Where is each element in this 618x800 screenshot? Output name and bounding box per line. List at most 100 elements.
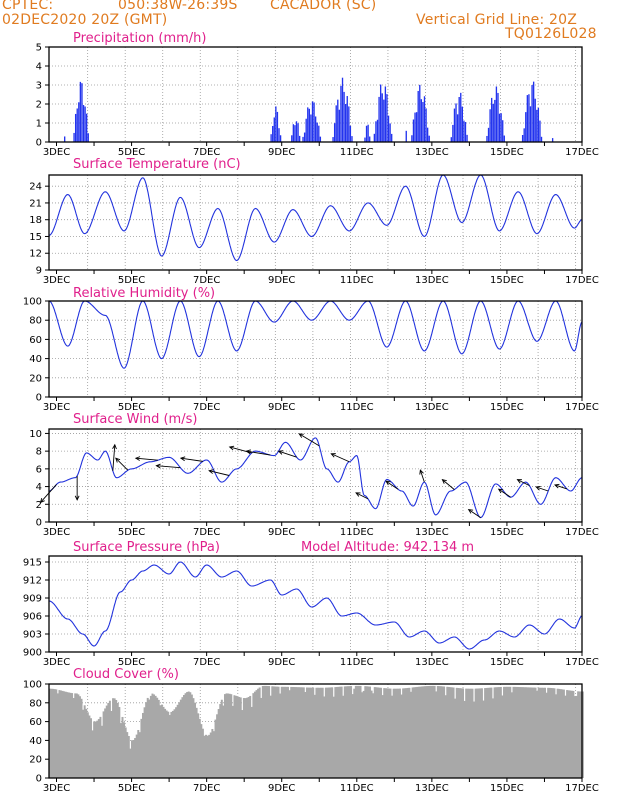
cloud-bar bbox=[343, 686, 346, 778]
cloud-bar bbox=[403, 688, 406, 778]
panel-frame-press bbox=[48, 555, 583, 653]
precip-bar bbox=[531, 85, 533, 142]
precip-bar bbox=[381, 93, 383, 142]
cloud-bar bbox=[86, 712, 89, 778]
precip-bar bbox=[486, 135, 488, 142]
wind-arrow bbox=[209, 470, 230, 476]
cloud-bar bbox=[283, 686, 286, 778]
cloud-bar bbox=[63, 691, 66, 778]
precip-bar bbox=[500, 113, 502, 142]
panel-frame-rh bbox=[48, 300, 583, 398]
cloud-bar bbox=[220, 699, 223, 778]
cloud-bar bbox=[553, 688, 556, 778]
precip-bar bbox=[349, 125, 352, 142]
precip-bar bbox=[412, 119, 415, 142]
panel-frame-temp bbox=[48, 174, 583, 271]
precip-bar bbox=[340, 85, 342, 142]
precip-bar bbox=[276, 111, 279, 142]
cloud-bar bbox=[334, 687, 337, 778]
cloud-bar bbox=[416, 686, 419, 778]
precip-bar bbox=[537, 107, 540, 142]
cloud-bar bbox=[299, 687, 302, 778]
cloud-bar bbox=[367, 686, 370, 778]
cloud-bar bbox=[222, 705, 225, 778]
cloud-bar bbox=[328, 687, 331, 778]
cloud-bar bbox=[454, 698, 457, 778]
wind-arrow-head bbox=[277, 450, 284, 455]
cloud-bar bbox=[78, 696, 81, 778]
cloud-bar bbox=[425, 686, 428, 778]
cloud-bar bbox=[369, 686, 372, 778]
cloud-bar bbox=[544, 687, 546, 778]
y-tick-label: 912 bbox=[23, 576, 42, 587]
y-tick-label: 15 bbox=[29, 232, 42, 243]
cloud-bar bbox=[209, 732, 212, 778]
cloud-bar bbox=[195, 707, 198, 778]
cloud-bar bbox=[458, 688, 461, 778]
precip-bar bbox=[292, 124, 295, 142]
cloud-bar bbox=[263, 685, 266, 778]
cloud-bar bbox=[506, 686, 509, 778]
cloud-bar bbox=[577, 691, 580, 778]
wind-arrow-head bbox=[179, 456, 186, 462]
cloud-bar bbox=[241, 710, 244, 778]
wind-arrow bbox=[135, 457, 158, 461]
cloud-bar bbox=[154, 695, 157, 778]
x-tick-label: 17DEC bbox=[565, 657, 599, 668]
cloud-bar bbox=[198, 718, 201, 778]
cloud-bar bbox=[301, 687, 304, 778]
cloud-bar bbox=[364, 686, 367, 778]
precip-bar bbox=[503, 135, 505, 142]
cloud-bar bbox=[124, 727, 127, 778]
x-tick-label: 5DEC bbox=[118, 275, 145, 286]
cloud-bar bbox=[435, 691, 438, 778]
x-tick-label: 9DEC bbox=[268, 783, 295, 794]
precip-bar bbox=[319, 136, 322, 142]
cloud-bar bbox=[302, 687, 305, 778]
cloud-bar bbox=[346, 686, 349, 778]
cloud-bar bbox=[501, 695, 504, 778]
cloud-bar bbox=[490, 687, 493, 778]
precip-bar bbox=[456, 114, 459, 142]
cloud-bar bbox=[402, 688, 405, 778]
cloud-bar bbox=[504, 686, 507, 778]
precip-bar bbox=[294, 125, 296, 142]
x-tick-label: 11DEC bbox=[340, 527, 374, 538]
cloud-bar bbox=[421, 686, 424, 778]
precip-bar bbox=[303, 132, 306, 142]
cloud-bar bbox=[484, 688, 487, 778]
precip-bar bbox=[540, 136, 543, 142]
wind-arrow bbox=[115, 457, 129, 471]
precip-bar bbox=[332, 137, 334, 142]
cloud-bar bbox=[503, 686, 506, 778]
cloud-bar bbox=[473, 701, 476, 778]
x-tick-label: 9DEC bbox=[268, 147, 295, 158]
cloud-bar bbox=[294, 687, 297, 778]
precip-bar bbox=[414, 112, 416, 142]
cloud-bar bbox=[357, 685, 360, 778]
y-tick-label: 100 bbox=[23, 297, 42, 308]
cloud-bar bbox=[567, 690, 570, 778]
header-run-id: TQ0126L028 bbox=[505, 26, 597, 42]
series-line-press bbox=[48, 561, 583, 650]
precip-bar bbox=[387, 115, 390, 142]
x-tick-label: 9DEC bbox=[268, 275, 295, 286]
cloud-bar bbox=[255, 690, 258, 778]
x-tick-label: 13DEC bbox=[415, 527, 449, 538]
cloud-bar bbox=[436, 686, 439, 778]
precip-bar bbox=[270, 134, 272, 142]
y-tick-label: 20 bbox=[29, 373, 42, 384]
cloud-bar bbox=[217, 709, 220, 778]
cloud-bar bbox=[340, 686, 343, 778]
wind-arrow-head bbox=[385, 480, 391, 486]
precip-bar bbox=[460, 92, 462, 142]
cloud-bar bbox=[439, 686, 442, 778]
wind-arrow bbox=[156, 465, 181, 469]
precip-bar bbox=[316, 122, 318, 142]
cloud-bar bbox=[200, 724, 203, 778]
wind-arrow bbox=[331, 453, 350, 463]
cloud-bar bbox=[515, 686, 518, 778]
y-tick-label: 2 bbox=[36, 100, 42, 111]
precip-bar bbox=[452, 124, 454, 142]
cloud-bar bbox=[354, 685, 357, 778]
